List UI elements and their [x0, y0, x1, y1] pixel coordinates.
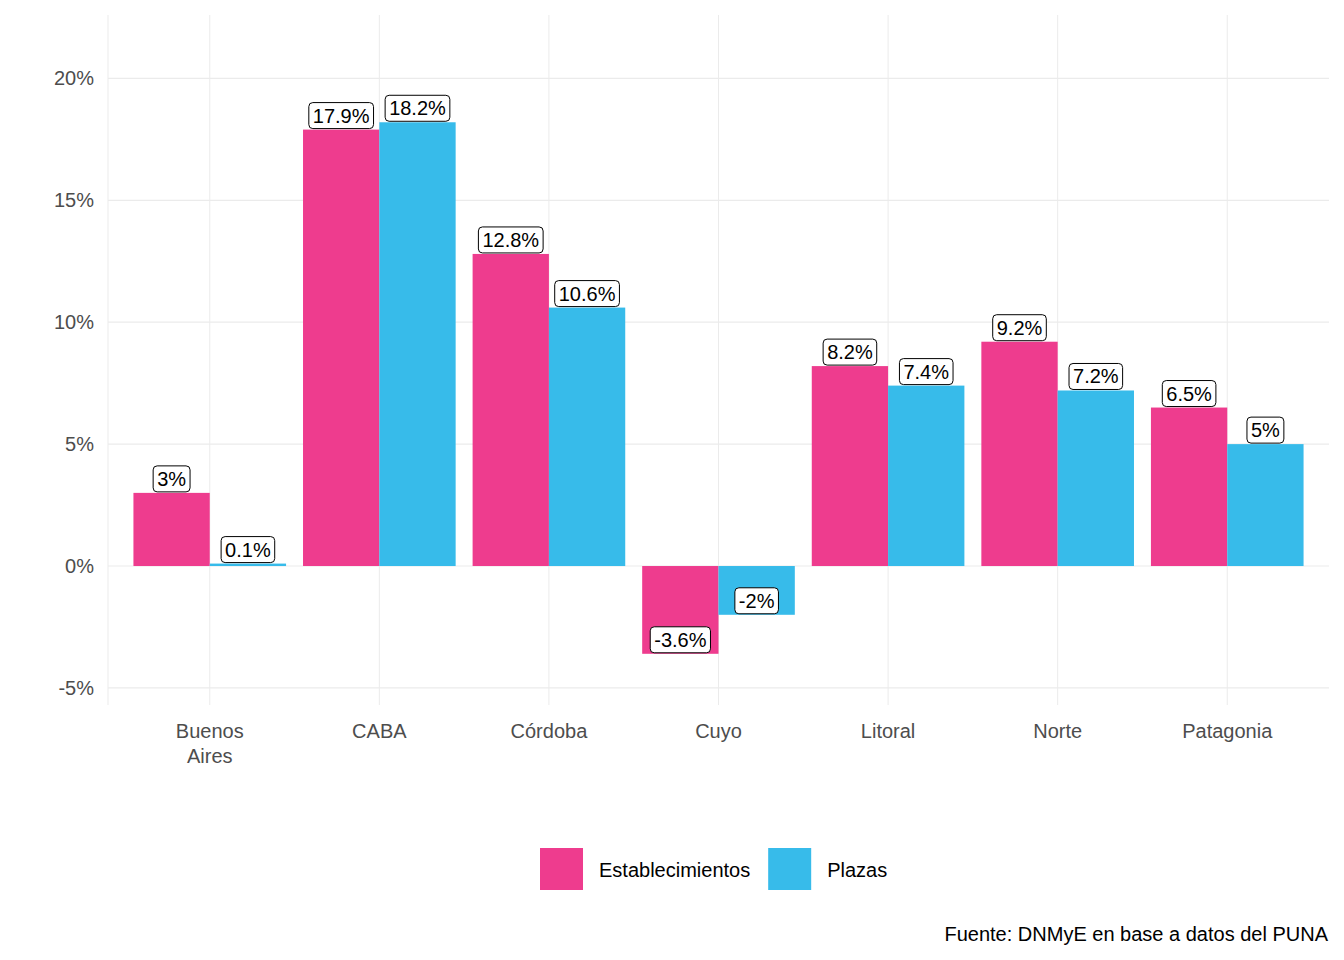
- data-label-box: [221, 537, 275, 563]
- data-label: 7.4%: [899, 359, 953, 385]
- data-label: 10.6%: [555, 281, 620, 307]
- chart: -5% 0% 5% 10% 15% 20% Buenos Aires CABA Córdoba Cu…: [0, 0, 1344, 960]
- x-tick-label-line: Patagonia: [1182, 720, 1273, 742]
- x-tick-label-line: Litoral: [861, 720, 915, 742]
- x-tick-label-line: Aires: [187, 745, 233, 767]
- x-tick-label: Cuyo: [695, 720, 742, 742]
- bar: [1058, 390, 1134, 566]
- data-label-text: 0.1%: [225, 539, 271, 561]
- data-label-box: [1069, 363, 1123, 389]
- data-label-box: [650, 627, 710, 653]
- bar: [473, 254, 549, 566]
- data-label-text: 12.8%: [482, 229, 539, 251]
- data-label-box: [478, 227, 543, 253]
- x-tick-label: Buenos Aires: [176, 720, 244, 767]
- data-label-box: [993, 315, 1047, 341]
- data-label-box: [1247, 417, 1284, 443]
- data-label-box: [385, 95, 450, 121]
- grid-line-y: [108, 444, 1329, 445]
- data-label-text: 3%: [157, 468, 186, 490]
- legend-swatch: [540, 848, 583, 890]
- bar: [303, 130, 379, 566]
- bars: [133, 122, 1303, 654]
- y-tick-label: 20%: [54, 67, 94, 89]
- data-label-text: 10.6%: [559, 283, 616, 305]
- data-label: 18.2%: [385, 95, 450, 121]
- grid-line-x: [209, 15, 210, 705]
- x-tick-label-line: Norte: [1033, 720, 1082, 742]
- y-tick-label: 10%: [54, 311, 94, 333]
- bar: [379, 122, 455, 566]
- legend-swatch: [768, 848, 811, 890]
- grid-line-y: [108, 200, 1329, 201]
- data-label: 12.8%: [478, 227, 543, 253]
- caption: Fuente: DNMyE en base a datos del PUNA: [944, 923, 1328, 945]
- x-tick-label-line: Cuyo: [695, 720, 742, 742]
- y-tick-label: 15%: [54, 189, 94, 211]
- y-tick-label: 0%: [65, 555, 94, 577]
- bar: [642, 566, 718, 654]
- bar: [1151, 408, 1227, 566]
- grid-line-y: [108, 687, 1329, 688]
- grid-line-y: [108, 78, 1329, 79]
- data-label: -3.6%: [650, 627, 710, 653]
- data-label-box: [1162, 381, 1216, 407]
- data-label: 6.5%: [1162, 381, 1216, 407]
- data-label-box: [309, 103, 374, 129]
- grid-line-x: [888, 15, 889, 705]
- bar: [133, 493, 209, 566]
- data-label: 7.2%: [1069, 363, 1123, 389]
- data-label-text: 6.5%: [1166, 383, 1212, 405]
- data-label-box: [153, 466, 190, 492]
- x-tick-label: Norte: [1033, 720, 1082, 742]
- bar: [812, 366, 888, 566]
- data-label: -2%: [735, 588, 779, 614]
- data-label-text: 8.2%: [827, 341, 873, 363]
- data-label-box: [823, 339, 877, 365]
- x-tick-label: Córdoba: [511, 720, 589, 742]
- data-label-text: 7.4%: [903, 361, 949, 383]
- data-label-box: [899, 359, 953, 385]
- bar: [981, 342, 1057, 566]
- x-tick-label: CABA: [352, 720, 407, 742]
- bar: [719, 566, 795, 615]
- x-tick-label: Litoral: [861, 720, 915, 742]
- legend: Establecimientos Plazas: [540, 848, 887, 890]
- bar: [1227, 444, 1303, 566]
- legend-label: Establecimientos: [599, 859, 750, 881]
- data-label: 0.1%: [221, 537, 275, 563]
- data-label-box: [555, 281, 620, 307]
- grid-line-y: [108, 322, 1329, 323]
- y-tick-label: 5%: [65, 433, 94, 455]
- bar: [549, 308, 625, 566]
- data-label-text: -2%: [739, 590, 775, 612]
- data-label: 5%: [1247, 417, 1284, 443]
- x-tick-label: Patagonia: [1182, 720, 1273, 742]
- y-tick-label: -5%: [58, 677, 94, 699]
- x-tick-label-line: CABA: [352, 720, 407, 742]
- data-label-text: 17.9%: [313, 105, 370, 127]
- data-label: 3%: [153, 466, 190, 492]
- data-label-text: -3.6%: [654, 629, 706, 651]
- data-label-text: 9.2%: [997, 317, 1043, 339]
- data-label-text: 7.2%: [1073, 365, 1119, 387]
- x-tick-label-line: Córdoba: [511, 720, 589, 742]
- y-axis-line: [108, 15, 109, 705]
- data-label: 8.2%: [823, 339, 877, 365]
- data-label-box: [735, 588, 779, 614]
- data-label-text: 5%: [1251, 419, 1280, 441]
- grid-line-x: [1227, 15, 1228, 705]
- legend-label: Plazas: [827, 859, 887, 881]
- bar: [210, 564, 286, 566]
- data-label: 9.2%: [993, 315, 1047, 341]
- x-tick-label-line: Buenos: [176, 720, 244, 742]
- data-label-text: 18.2%: [389, 97, 446, 119]
- data-label: 17.9%: [309, 103, 374, 129]
- bar: [888, 386, 964, 566]
